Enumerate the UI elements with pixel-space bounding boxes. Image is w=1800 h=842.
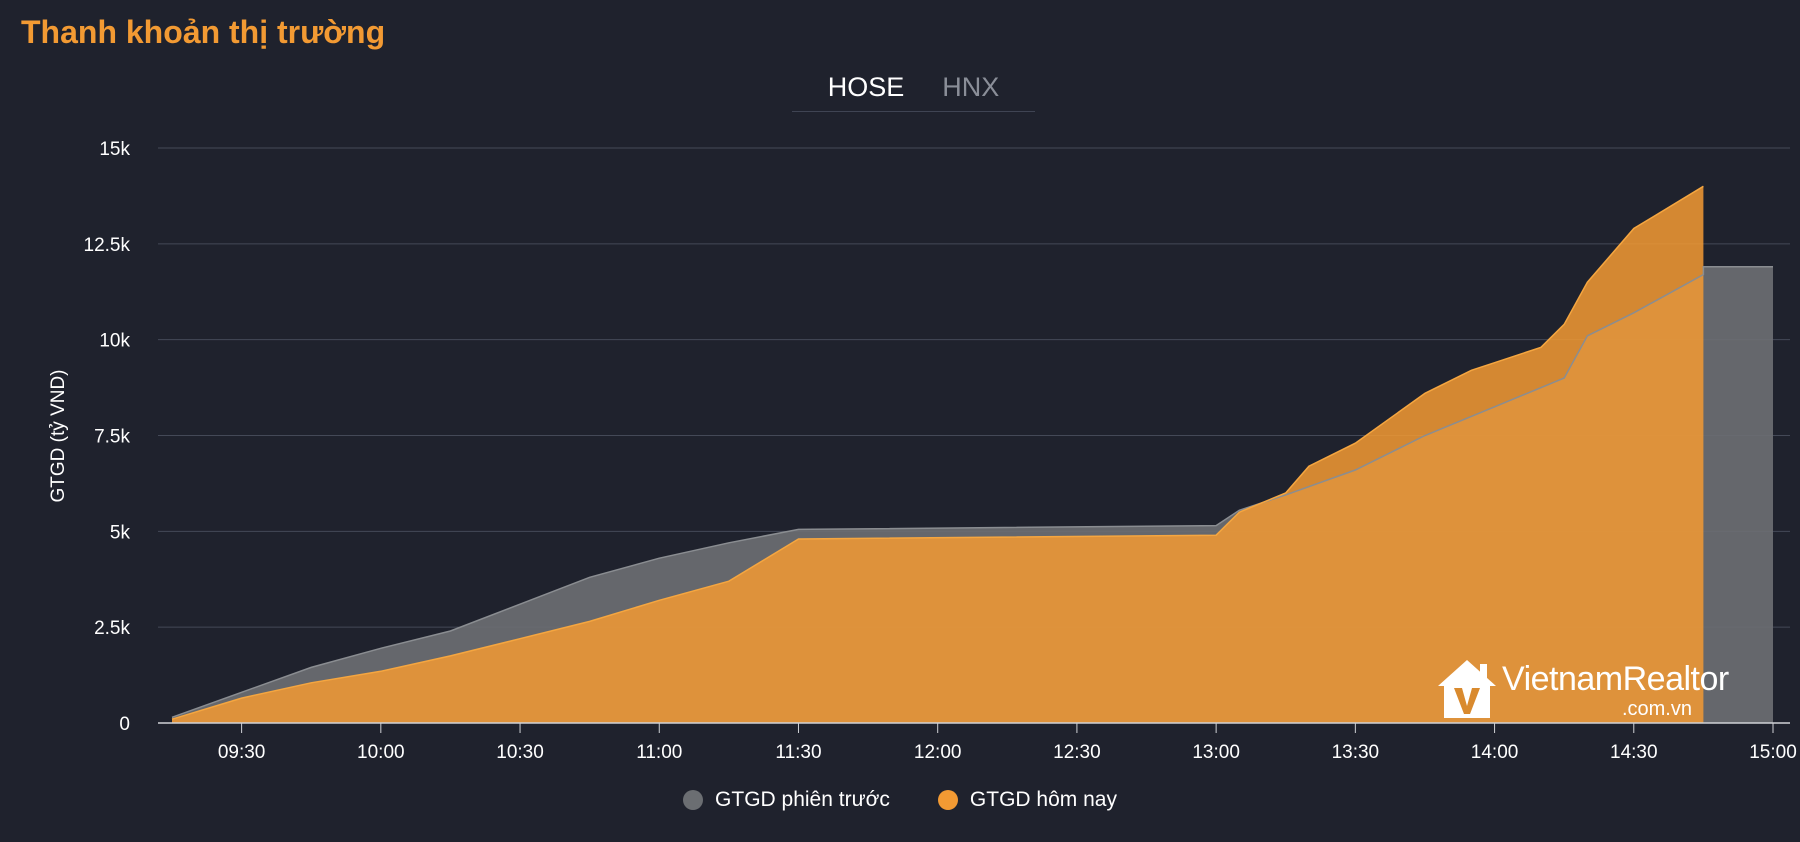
legend-dot-previous [683, 790, 704, 810]
widget-title: Thanh khoản thị trường [21, 14, 386, 50]
vietnamrealtor-watermark: VietnamRealtor .com.vn [1434, 656, 1729, 722]
x-tick-label: 11:00 [636, 742, 682, 763]
legend-label-today: GTGD hôm nay [969, 788, 1117, 811]
area-series-today [172, 186, 1704, 724]
y-tick-label: 2.5k [94, 618, 130, 639]
y-tick-label: 15k [99, 139, 130, 160]
x-tick-label: 10:00 [357, 742, 405, 763]
legend-item-previous[interactable]: GTGD phiên trước [683, 788, 890, 812]
watermark-domain: .com.vn [1621, 698, 1692, 720]
x-tick-label: 13:00 [1192, 742, 1240, 763]
y-tick-label: 10k [99, 331, 130, 352]
x-tick-label: 10:30 [496, 742, 544, 763]
x-tick-label: 12:00 [914, 742, 962, 763]
legend-dot-today [937, 790, 958, 810]
line-series-today [171, 185, 1704, 720]
y-tick-label: 7.5k [94, 427, 130, 448]
watermark-brand: VietnamRealtor [1502, 660, 1729, 698]
chart-legend: GTGD phiên trước GTGD hôm nay [0, 788, 1800, 812]
x-tick-label: 09:30 [218, 742, 266, 763]
exchange-tabs: HOSE HNX [792, 68, 1035, 112]
x-tick-label: 14:30 [1610, 742, 1658, 763]
y-axis-title: GTGD (tỷ VND) [48, 370, 69, 503]
tab-hose[interactable]: HOSE [827, 72, 905, 102]
y-tick-label: 5k [110, 522, 131, 543]
legend-label-previous: GTGD phiên trước [715, 788, 890, 811]
house-logo-icon [1438, 660, 1496, 718]
line-series-previous [171, 266, 1773, 719]
y-tick-label: 12.5k [84, 235, 131, 256]
legend-item-today[interactable]: GTGD hôm nay [937, 788, 1117, 812]
x-tick-label: 14:00 [1471, 742, 1519, 763]
tab-hnx[interactable]: HNX [942, 72, 1000, 102]
x-tick-label: 15:00 [1749, 742, 1797, 763]
x-tick-label: 12:30 [1053, 742, 1101, 763]
y-tick-label: 0 [119, 714, 130, 735]
x-tick-label: 11:30 [775, 742, 821, 763]
x-tick-label: 13:30 [1332, 742, 1380, 763]
